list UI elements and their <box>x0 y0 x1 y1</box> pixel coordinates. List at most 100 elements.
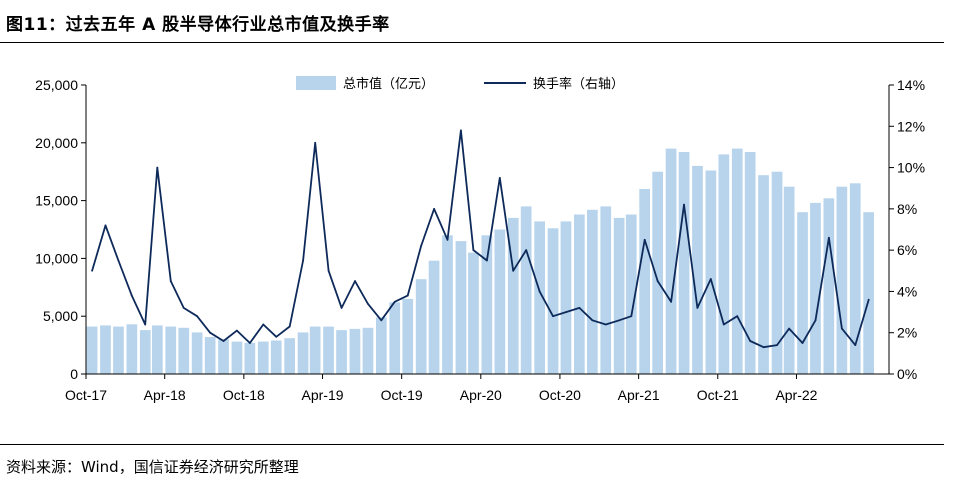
left-tick-label: 0 <box>70 366 78 382</box>
bar-2018-03 <box>152 325 163 374</box>
turnover-point-2019-01 <box>288 325 291 328</box>
turnover-point-2020-05 <box>498 177 501 179</box>
bar-2019-07 <box>362 327 374 374</box>
left-tick-label: 5,000 <box>43 308 78 324</box>
turnover-point-2018-12 <box>275 335 278 338</box>
turnover-point-2022-06 <box>828 236 830 239</box>
bar-2019-08 <box>376 317 387 374</box>
turnover-point-2020-06 <box>512 269 515 272</box>
turnover-point-2020-08 <box>538 290 541 293</box>
turnover-point-2020-10 <box>565 311 567 313</box>
bar-2019-11 <box>415 279 427 374</box>
turnover-point-2021-04 <box>643 238 646 241</box>
title-rule <box>0 42 944 43</box>
bar-2022-04 <box>797 212 808 374</box>
legend-bar-label: 总市值（亿元） <box>343 76 434 92</box>
turnover-point-2022-01 <box>762 346 765 349</box>
bar-2022-03 <box>783 186 795 374</box>
axes: 0 5,000 10,000 15,000 20,000 25,000 0% 2% 4% 6% 8%… <box>35 77 925 403</box>
turnover-point-2021-08 <box>696 307 699 309</box>
turnover-point-2021-10 <box>722 323 725 326</box>
turnover-point-2018-11 <box>262 323 265 326</box>
bar-2021-07 <box>678 152 690 374</box>
bar-2021-08 <box>692 165 703 374</box>
bar-2018-10 <box>244 342 256 374</box>
turnover-point-2018-03 <box>156 166 159 169</box>
bar-2020-10 <box>560 221 572 374</box>
turnover-point-2020-09 <box>552 315 554 318</box>
turnover-point-2019-08 <box>380 319 383 322</box>
x-tick-label: Apr-19 <box>302 387 344 403</box>
turnover-point-2020-04 <box>486 259 488 262</box>
turnover-point-2019-02 <box>302 259 304 262</box>
turnover-point-2020-11 <box>578 307 581 309</box>
turnover-point-2018-08 <box>222 340 225 342</box>
bar-2021-06 <box>665 148 677 374</box>
bar-2018-12 <box>270 340 282 374</box>
turnover-point-2022-09 <box>867 298 870 301</box>
bar-2018-08 <box>218 339 229 374</box>
bar-2018-09 <box>231 341 243 374</box>
bar-2019-01 <box>284 338 295 374</box>
bar-2021-01 <box>600 206 612 374</box>
bar-2019-05 <box>336 330 347 374</box>
bar-2020-11 <box>574 214 585 374</box>
bar-2018-04 <box>165 326 177 374</box>
bar-2020-05 <box>494 229 506 374</box>
turnover-point-2019-06 <box>354 280 356 282</box>
x-tick-label: Apr-22 <box>775 387 817 403</box>
turnover-point-2018-02 <box>144 323 147 326</box>
turnover-point-2022-04 <box>801 342 804 344</box>
bar-2020-12 <box>587 209 598 374</box>
x-tick-label: Oct-19 <box>381 387 423 403</box>
turnover-point-2022-03 <box>788 327 790 330</box>
bar-2020-01 <box>442 235 453 374</box>
bar-2019-10 <box>402 298 414 374</box>
legend: 总市值（亿元） 换手率（右轴） <box>296 76 624 92</box>
bar-2018-01 <box>126 324 138 374</box>
bar-2018-07 <box>204 337 216 374</box>
bar-2021-04 <box>639 189 650 374</box>
turnover-point-2020-03 <box>472 249 475 252</box>
turnover-point-2018-07 <box>209 331 212 334</box>
x-tick-label: Apr-18 <box>144 387 186 403</box>
turnover-point-2021-09 <box>709 278 712 280</box>
turnover-point-2021-07 <box>683 203 685 206</box>
right-tick-label: 10% <box>897 160 925 176</box>
bar-2022-09 <box>863 212 874 374</box>
x-tick-label: Apr-20 <box>460 387 502 403</box>
legend-bar-swatch <box>296 76 336 90</box>
x-tick-label: Oct-17 <box>65 387 107 403</box>
turnover-point-2021-01 <box>604 323 607 326</box>
turnover-point-2017-12 <box>117 259 120 262</box>
bar-2021-09 <box>705 170 717 374</box>
bar-2021-10 <box>718 154 730 374</box>
turnover-point-2019-10 <box>406 294 409 297</box>
turnover-point-2021-03 <box>630 315 633 318</box>
bar-2020-07 <box>520 206 532 374</box>
bar-2020-08 <box>534 221 545 374</box>
turnover-point-2019-09 <box>393 300 396 303</box>
turnover-point-2019-05 <box>340 307 343 309</box>
bar-2022-07 <box>836 186 848 374</box>
left-tick-label: 15,000 <box>35 193 78 209</box>
turnover-point-2021-05 <box>656 280 659 282</box>
bar-2017-10 <box>86 326 98 374</box>
bar-2019-09 <box>389 302 401 374</box>
turnover-point-2019-11 <box>420 245 422 247</box>
right-tick-label: 2% <box>897 325 917 341</box>
bar-2018-11 <box>257 341 269 374</box>
bar-2021-02 <box>613 217 625 374</box>
bar-2021-12 <box>744 152 756 374</box>
bar-2022-05 <box>810 202 821 374</box>
turnover-point-2022-05 <box>814 319 817 322</box>
turnover-point-2020-12 <box>591 319 594 322</box>
right-tick-label: 4% <box>897 283 917 299</box>
bar-2018-05 <box>178 327 190 374</box>
footer-rule <box>0 444 944 445</box>
bar-2019-03 <box>309 326 321 374</box>
bar-2022-06 <box>823 198 835 374</box>
left-tick-label: 25,000 <box>35 77 78 93</box>
turnover-point-2017-10 <box>91 269 93 272</box>
